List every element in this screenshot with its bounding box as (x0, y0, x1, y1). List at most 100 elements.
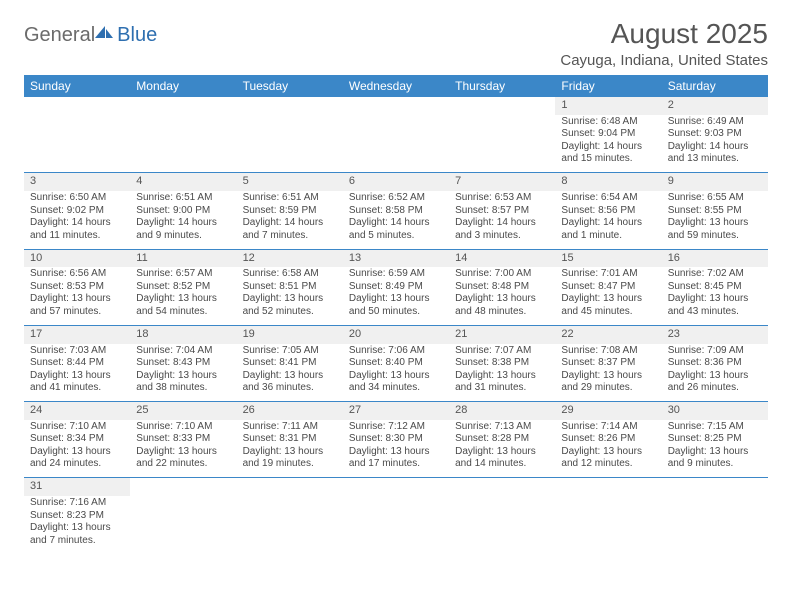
day-number-cell (237, 478, 343, 496)
day-number-cell (343, 97, 449, 115)
day-info-cell: Sunrise: 7:15 AMSunset: 8:25 PMDaylight:… (662, 420, 768, 478)
sunset-text: Sunset: 8:44 PM (30, 357, 124, 370)
daylight-text: Daylight: 13 hours and 29 minutes. (561, 370, 655, 395)
sunrise-text: Sunrise: 7:05 AM (243, 345, 337, 358)
sunrise-text: Sunrise: 6:49 AM (668, 116, 762, 129)
day-info-cell: Sunrise: 6:53 AMSunset: 8:57 PMDaylight:… (449, 191, 555, 249)
day-number-cell: 9 (662, 173, 768, 191)
daylight-text: Daylight: 13 hours and 12 minutes. (561, 446, 655, 471)
sunrise-text: Sunrise: 7:14 AM (561, 421, 655, 434)
day-number-cell: 24 (24, 402, 130, 420)
day-number-cell: 12 (237, 249, 343, 267)
daylight-text: Daylight: 14 hours and 11 minutes. (30, 217, 124, 242)
sunset-text: Sunset: 8:37 PM (561, 357, 655, 370)
sunrise-text: Sunrise: 7:02 AM (668, 268, 762, 281)
daylight-text: Daylight: 13 hours and 48 minutes. (455, 293, 549, 318)
sunset-text: Sunset: 8:47 PM (561, 281, 655, 294)
sunset-text: Sunset: 8:33 PM (136, 433, 230, 446)
sunset-text: Sunset: 8:38 PM (455, 357, 549, 370)
daylight-text: Daylight: 14 hours and 3 minutes. (455, 217, 549, 242)
day-number-cell: 13 (343, 249, 449, 267)
sunset-text: Sunset: 8:30 PM (349, 433, 443, 446)
page: General Blue August 2025 Cayuga, Indiana… (0, 0, 792, 554)
day-number-cell: 21 (449, 325, 555, 343)
daylight-text: Daylight: 13 hours and 9 minutes. (668, 446, 762, 471)
day-info-cell: Sunrise: 7:16 AMSunset: 8:23 PMDaylight:… (24, 496, 130, 554)
day-info-cell: Sunrise: 7:01 AMSunset: 8:47 PMDaylight:… (555, 267, 661, 325)
sunrise-text: Sunrise: 7:09 AM (668, 345, 762, 358)
day-number-cell: 25 (130, 402, 236, 420)
day-info-cell: Sunrise: 7:12 AMSunset: 8:30 PMDaylight:… (343, 420, 449, 478)
day-number-cell: 6 (343, 173, 449, 191)
day-number-cell (237, 97, 343, 115)
day-number-cell: 22 (555, 325, 661, 343)
day-info-cell (237, 496, 343, 554)
daylight-text: Daylight: 13 hours and 54 minutes. (136, 293, 230, 318)
day-info-cell: Sunrise: 6:58 AMSunset: 8:51 PMDaylight:… (237, 267, 343, 325)
day-info-cell (130, 496, 236, 554)
day-info-cell: Sunrise: 6:51 AMSunset: 8:59 PMDaylight:… (237, 191, 343, 249)
sunrise-text: Sunrise: 7:10 AM (30, 421, 124, 434)
day-number-cell: 2 (662, 97, 768, 115)
daynum-row: 24252627282930 (24, 402, 768, 420)
daylight-text: Daylight: 14 hours and 5 minutes. (349, 217, 443, 242)
day-info-cell: Sunrise: 6:55 AMSunset: 8:55 PMDaylight:… (662, 191, 768, 249)
day-number-cell: 10 (24, 249, 130, 267)
day-info-cell: Sunrise: 7:02 AMSunset: 8:45 PMDaylight:… (662, 267, 768, 325)
daylight-text: Daylight: 13 hours and 17 minutes. (349, 446, 443, 471)
day-number-cell: 19 (237, 325, 343, 343)
day-number-cell: 3 (24, 173, 130, 191)
sunset-text: Sunset: 8:49 PM (349, 281, 443, 294)
calendar-table: Sunday Monday Tuesday Wednesday Thursday… (24, 75, 768, 554)
day-number-cell: 18 (130, 325, 236, 343)
day-info-cell: Sunrise: 7:11 AMSunset: 8:31 PMDaylight:… (237, 420, 343, 478)
day-info-cell (343, 496, 449, 554)
sunset-text: Sunset: 8:26 PM (561, 433, 655, 446)
daylight-text: Daylight: 13 hours and 22 minutes. (136, 446, 230, 471)
day-info-cell: Sunrise: 7:06 AMSunset: 8:40 PMDaylight:… (343, 344, 449, 402)
daylight-text: Daylight: 13 hours and 24 minutes. (30, 446, 124, 471)
page-title: August 2025 (560, 18, 768, 50)
sunrise-text: Sunrise: 7:15 AM (668, 421, 762, 434)
sunset-text: Sunset: 8:59 PM (243, 205, 337, 218)
daylight-text: Daylight: 13 hours and 31 minutes. (455, 370, 549, 395)
day-info-cell (449, 496, 555, 554)
day-info-cell: Sunrise: 6:49 AMSunset: 9:03 PMDaylight:… (662, 115, 768, 173)
daylight-text: Daylight: 14 hours and 7 minutes. (243, 217, 337, 242)
day-number-cell (130, 478, 236, 496)
day-info-cell: Sunrise: 6:59 AMSunset: 8:49 PMDaylight:… (343, 267, 449, 325)
daylight-text: Daylight: 13 hours and 34 minutes. (349, 370, 443, 395)
sunset-text: Sunset: 8:48 PM (455, 281, 549, 294)
sunset-text: Sunset: 8:56 PM (561, 205, 655, 218)
daynum-row: 10111213141516 (24, 249, 768, 267)
sunset-text: Sunset: 8:34 PM (30, 433, 124, 446)
day-info-cell: Sunrise: 7:13 AMSunset: 8:28 PMDaylight:… (449, 420, 555, 478)
sunset-text: Sunset: 9:00 PM (136, 205, 230, 218)
day-number-cell: 23 (662, 325, 768, 343)
sunset-text: Sunset: 8:52 PM (136, 281, 230, 294)
daylight-text: Daylight: 14 hours and 1 minute. (561, 217, 655, 242)
daylight-text: Daylight: 13 hours and 26 minutes. (668, 370, 762, 395)
day-info-cell: Sunrise: 7:00 AMSunset: 8:48 PMDaylight:… (449, 267, 555, 325)
sunrise-text: Sunrise: 7:00 AM (455, 268, 549, 281)
sunrise-text: Sunrise: 6:55 AM (668, 192, 762, 205)
day-number-cell: 11 (130, 249, 236, 267)
sunrise-text: Sunrise: 7:03 AM (30, 345, 124, 358)
sunrise-text: Sunrise: 7:08 AM (561, 345, 655, 358)
daylight-text: Daylight: 13 hours and 50 minutes. (349, 293, 443, 318)
sunrise-text: Sunrise: 6:52 AM (349, 192, 443, 205)
day-info-cell: Sunrise: 7:04 AMSunset: 8:43 PMDaylight:… (130, 344, 236, 402)
day-info-cell (662, 496, 768, 554)
daylight-text: Daylight: 13 hours and 19 minutes. (243, 446, 337, 471)
daynum-row: 31 (24, 478, 768, 496)
day-number-cell: 7 (449, 173, 555, 191)
day-info-cell: Sunrise: 7:10 AMSunset: 8:33 PMDaylight:… (130, 420, 236, 478)
day-number-cell: 26 (237, 402, 343, 420)
info-row: Sunrise: 7:03 AMSunset: 8:44 PM Daylight:… (24, 344, 768, 402)
sunrise-text: Sunrise: 7:12 AM (349, 421, 443, 434)
day-info-cell (343, 115, 449, 173)
col-monday: Monday (130, 75, 236, 97)
sunset-text: Sunset: 8:28 PM (455, 433, 549, 446)
col-saturday: Saturday (662, 75, 768, 97)
sunrise-text: Sunrise: 6:50 AM (30, 192, 124, 205)
